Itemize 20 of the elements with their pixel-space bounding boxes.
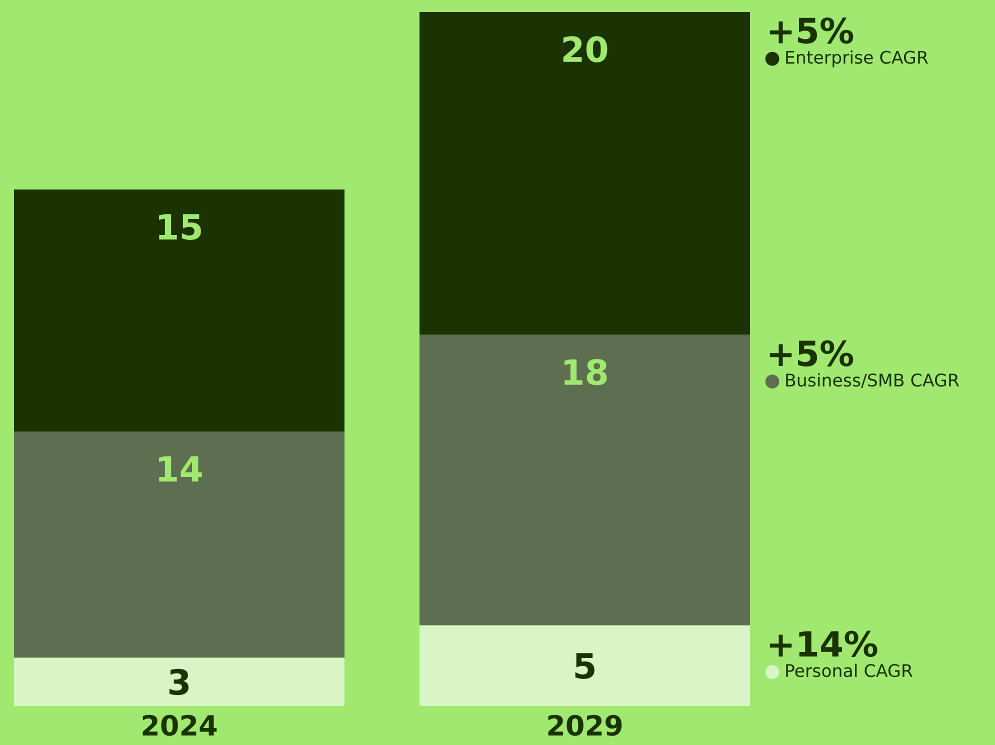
data-label: 3	[169, 668, 189, 696]
legend-label: Personal CAGR	[786, 664, 912, 678]
annotation: +5%	[770, 17, 854, 44]
data-label: 18	[564, 358, 607, 386]
annotation: +14%	[770, 630, 878, 658]
data-label: 15	[159, 214, 201, 240]
data-label: 20	[563, 36, 608, 62]
bar	[14, 432, 344, 658]
bar	[420, 12, 750, 335]
data-label: 14	[159, 456, 202, 482]
legend-label: Business/SMB CAGR	[786, 373, 960, 388]
bar	[420, 625, 750, 706]
x-tick-label: 2024	[142, 714, 217, 736]
annotation: +5%	[770, 340, 854, 367]
legend-label: Enterprise CAGR	[786, 50, 928, 68]
x-tick-label: 2029	[548, 714, 622, 736]
bar	[14, 658, 344, 706]
bar	[14, 190, 344, 432]
data-label: 5	[575, 653, 594, 679]
bar	[420, 334, 750, 626]
